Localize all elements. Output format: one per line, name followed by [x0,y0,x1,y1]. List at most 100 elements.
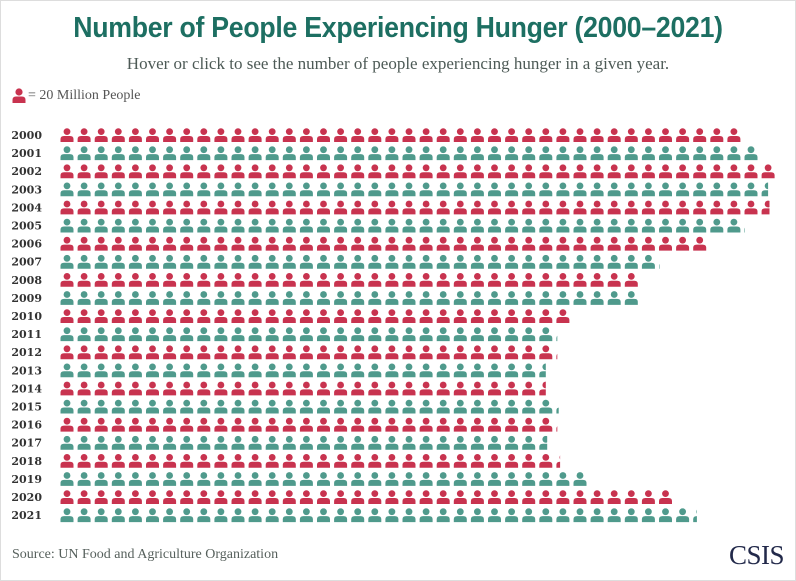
person-icon [60,236,74,251]
person-icon [128,399,142,414]
person-icon [265,164,279,179]
year-row-2013[interactable]: 2013 [11,363,552,378]
person-icon [214,508,228,523]
person-icon [488,417,501,432]
person-icon [231,435,245,450]
person-icon [436,164,450,179]
person-icon [77,273,91,287]
person-icon [710,164,724,179]
person-icon [470,435,484,450]
person-icon [197,309,211,323]
year-row-2000[interactable]: 2000 [11,128,741,142]
year-label: 2018 [11,455,42,468]
person-icon [436,345,450,360]
person-icon [231,472,245,486]
person-icon [659,200,672,215]
year-row-2016[interactable]: 2016 [11,417,569,432]
person-icon [676,218,690,233]
year-row-2014[interactable]: 2014 [11,381,552,396]
person-icon [505,363,519,378]
year-row-2015[interactable]: 2015 [11,399,569,414]
pictogram-chart[interactable]: 2000 2001 2002 2003 2004 2005 2006 2007 2008 2009… [0,120,796,530]
year-row-2010[interactable]: 2010 [11,309,570,323]
person-icon [505,417,519,432]
year-row-2020[interactable]: 2020 [11,490,672,504]
person-icon [282,218,296,233]
person-icon [470,417,484,432]
person-icon [539,146,553,161]
person-icon [180,508,194,523]
year-row-2012[interactable]: 2012 [11,345,569,360]
person-icon [60,254,74,269]
person-icon [282,309,296,323]
person-icon [470,128,484,142]
person-icon [659,146,672,161]
person-icon [368,490,382,504]
person-icon [317,236,330,251]
person-icon [248,309,262,323]
person-icon [180,381,194,396]
person-icon [163,417,177,432]
year-row-2006[interactable]: 2006 [11,236,707,251]
person-icon [453,454,467,468]
person-icon [94,273,108,287]
person-icon [385,273,399,287]
person-icon [505,254,519,269]
year-row-2019[interactable]: 2019 [11,472,587,486]
year-row-2017[interactable]: 2017 [11,435,552,450]
year-row-2002[interactable]: 2002 [11,164,775,179]
person-icon [248,327,262,342]
year-row-2008[interactable]: 2008 [11,273,638,287]
person-icon [676,164,690,179]
person-icon [299,128,313,142]
person-icon [419,146,433,161]
person-icon [282,417,296,432]
person-icon [539,254,553,269]
person-icon [556,164,570,179]
person-icon [146,291,159,305]
person-icon [334,254,348,269]
person-icon [556,508,570,523]
person-icon [385,182,399,197]
year-row-2018[interactable]: 2018 [11,454,569,468]
person-icon [317,128,330,142]
year-row-2021[interactable]: 2021 [11,508,706,523]
person-icon [436,254,450,269]
person-icon [693,200,707,215]
person-icon [556,490,570,504]
person-icon [265,182,279,197]
person-icon [197,508,211,523]
person-icon [556,309,570,323]
person-icon [488,200,501,215]
year-row-2007[interactable]: 2007 [11,254,672,269]
person-icon [351,309,365,323]
person-icon [163,363,177,378]
year-row-2011[interactable]: 2011 [11,327,569,342]
year-row-2009[interactable]: 2009 [11,291,638,305]
person-icon [231,363,245,378]
year-row-2004[interactable]: 2004 [11,200,774,215]
person-icon [248,472,262,486]
person-icon [402,490,416,504]
year-label: 2014 [11,382,42,395]
person-icon [522,472,536,486]
person-icon [282,182,296,197]
person-icon [522,435,536,450]
year-row-2003[interactable]: 2003 [11,182,774,197]
year-label: 2007 [11,256,42,269]
person-icon [282,327,296,342]
person-icon [505,508,519,523]
person-icon [214,200,228,215]
year-row-2005[interactable]: 2005 [11,218,757,233]
person-icon [180,254,194,269]
year-row-2001[interactable]: 2001 [11,146,758,161]
person-icon [282,146,296,161]
person-icon [573,218,587,233]
person-icon [368,164,382,179]
person-icon [77,417,91,432]
person-icon [402,472,416,486]
person-icon [265,327,279,342]
person-icon [94,182,108,197]
person-icon [317,182,330,197]
person-icon [556,273,570,287]
